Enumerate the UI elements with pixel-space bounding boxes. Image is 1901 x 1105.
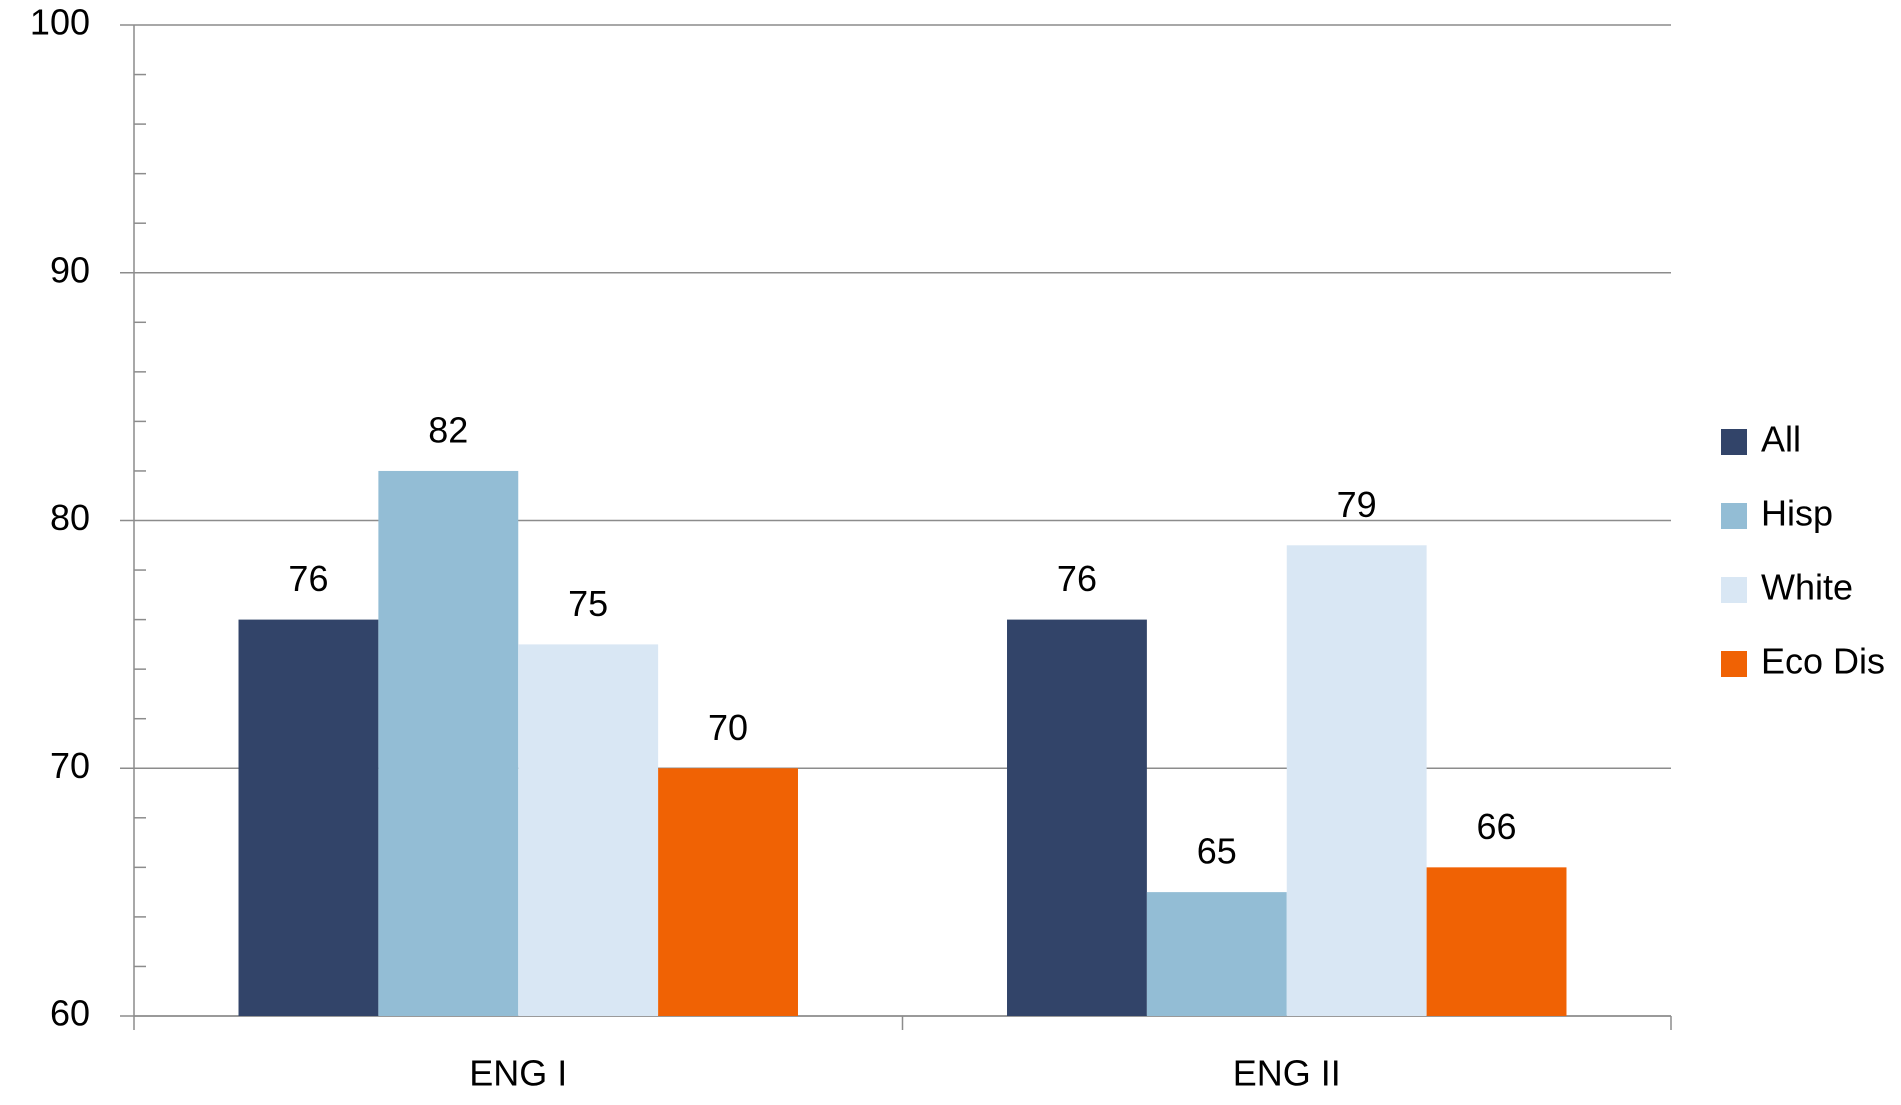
legend-label: Eco Dis xyxy=(1761,641,1885,682)
x-tick-label: ENG II xyxy=(1233,1053,1341,1094)
legend-swatch xyxy=(1721,503,1747,529)
legend-swatch xyxy=(1721,429,1747,455)
legend-label: Hisp xyxy=(1761,493,1833,534)
bar xyxy=(1426,867,1567,1016)
y-tick-label: 80 xyxy=(50,497,90,538)
bar xyxy=(1007,619,1147,1016)
y-tick-label: 100 xyxy=(30,2,90,43)
x-tick-label: ENG I xyxy=(469,1053,567,1094)
data-label: 82 xyxy=(428,409,468,450)
data-label: 76 xyxy=(288,558,328,599)
bar xyxy=(238,619,379,1016)
y-tick-label: 70 xyxy=(50,745,90,786)
data-label: 75 xyxy=(568,583,608,624)
legend-swatch xyxy=(1721,577,1747,603)
data-label: 65 xyxy=(1197,831,1237,872)
data-label: 66 xyxy=(1477,806,1517,847)
data-label: 79 xyxy=(1337,484,1377,525)
bar xyxy=(518,644,659,1016)
legend-label: White xyxy=(1761,567,1853,608)
bar xyxy=(1146,892,1287,1016)
data-label: 70 xyxy=(708,707,748,748)
bar xyxy=(658,768,798,1016)
data-label: 76 xyxy=(1057,558,1097,599)
bar xyxy=(378,470,519,1016)
y-tick-label: 60 xyxy=(50,993,90,1034)
bar xyxy=(1286,545,1427,1016)
legend-label: All xyxy=(1761,419,1801,460)
legend-swatch xyxy=(1721,651,1747,677)
y-tick-label: 90 xyxy=(50,249,90,290)
